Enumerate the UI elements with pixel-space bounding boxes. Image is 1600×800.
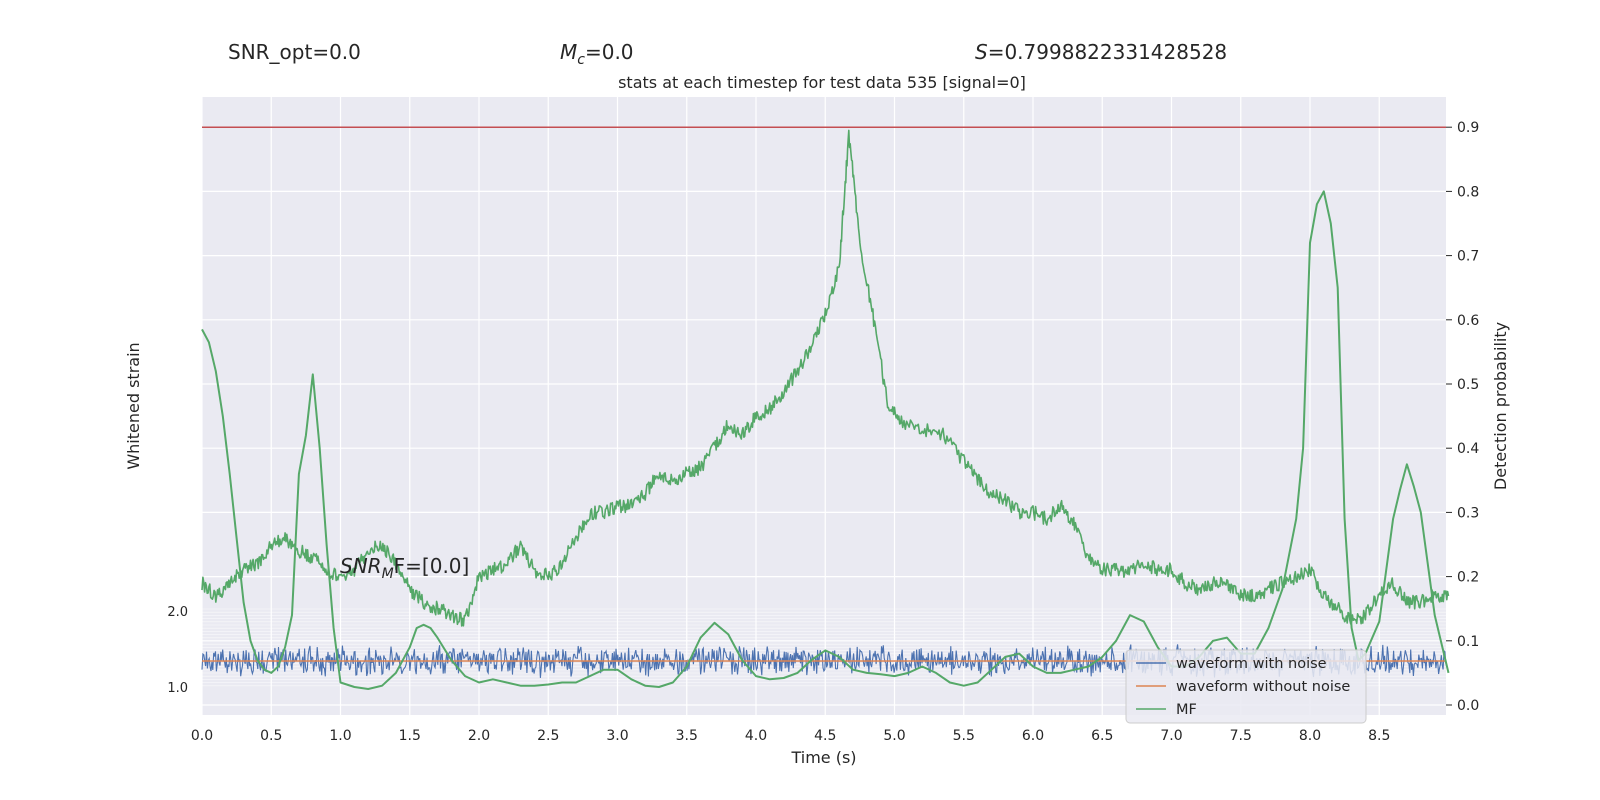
y-tick-label: 0.7 — [1457, 249, 1479, 265]
mf-line — [201, 190, 1450, 690]
x-tick-label: 2.0 — [468, 728, 490, 744]
snr-mf-sub: M — [382, 566, 394, 582]
left-y-axis-label: Whitened strain — [124, 342, 143, 469]
s-stat-symbol: S — [975, 40, 988, 64]
x-tick-label: 1.5 — [399, 728, 421, 744]
s-stat-label: S=0.7998822331428528 — [975, 40, 1227, 64]
right-y-axis-label: Detection probability — [1491, 322, 1510, 490]
x-axis-ticks: 0.0 0.5 1.0 1.5 2.0 2.5 3.0 3.5 4.0 4.5 5.0 5.5 6.0 6… — [191, 728, 1391, 744]
strain-tick-top: 2.0 — [167, 605, 188, 620]
y-tick-label: 0.4 — [1457, 441, 1479, 457]
x-tick-label: 5.0 — [883, 728, 905, 744]
x-tick-label: 3.5 — [676, 728, 698, 744]
x-tick-label: 7.5 — [1230, 728, 1252, 744]
legend-box — [1125, 649, 1367, 724]
legend-label-noise: waveform with noise — [1176, 656, 1327, 672]
detection-probability-line — [201, 129, 1450, 627]
x-tick-label: 6.5 — [1091, 728, 1113, 744]
snr-opt-label: SNR_opt=0.0 — [228, 40, 361, 64]
x-tick-label: 0.5 — [260, 728, 282, 744]
x-tick-label: 3.0 — [606, 728, 628, 744]
chirp-mass-symbol: M — [560, 40, 577, 64]
x-tick-label: 8.0 — [1299, 728, 1321, 744]
strain-tick-bottom: 1.0 — [167, 681, 188, 696]
legend: waveform with noise waveform without noi… — [1125, 649, 1367, 724]
x-axis-label: Time (s) — [790, 748, 856, 767]
chart-title: stats at each timestep for test data 535… — [618, 73, 1026, 92]
chirp-mass-sub: c — [577, 52, 585, 68]
legend-label-clean: waveform without noise — [1176, 679, 1350, 695]
y-tick-label: 0.1 — [1457, 634, 1479, 650]
y-tick-label: 0.3 — [1457, 505, 1479, 521]
x-tick-label: 4.0 — [745, 728, 767, 744]
x-tick-label: 2.5 — [537, 728, 559, 744]
x-tick-label: 6.0 — [1022, 728, 1044, 744]
x-tick-label: 4.5 — [814, 728, 836, 744]
x-tick-label: 7.0 — [1160, 728, 1182, 744]
y-tick-label: 0.2 — [1457, 570, 1479, 586]
x-tick-label: 5.5 — [953, 728, 975, 744]
strain-axis-ticks: 2.0 1.0 — [167, 605, 188, 696]
y-tick-label: 0.5 — [1457, 377, 1479, 393]
chirp-mass-label: Mc=0.0 — [560, 40, 634, 68]
y-tick-label: 0.8 — [1457, 184, 1479, 200]
x-tick-label: 8.5 — [1368, 728, 1390, 744]
y-tick-label: 0.9 — [1457, 120, 1479, 136]
snr-mf-annotation: SNRMF=[0.0] — [340, 554, 469, 582]
right-y-axis-ticks: 0.0 0.1 0.2 0.3 0.4 0.5 0.6 0.7 0.8 0.9 — [1446, 120, 1479, 714]
s-stat-value: =0.7998822331428528 — [988, 40, 1227, 64]
snr-mf-symbol: SNR — [340, 554, 382, 578]
snr-mf-value: F=[0.0] — [394, 554, 470, 578]
chirp-mass-value: =0.0 — [585, 40, 634, 64]
plot-area — [202, 97, 1446, 715]
y-tick-label: 0.0 — [1457, 698, 1479, 714]
x-tick-label: 0.0 — [191, 728, 213, 744]
x-tick-label: 1.0 — [329, 728, 351, 744]
legend-label-mf: MF — [1176, 702, 1197, 718]
y-tick-label: 0.6 — [1457, 313, 1479, 329]
